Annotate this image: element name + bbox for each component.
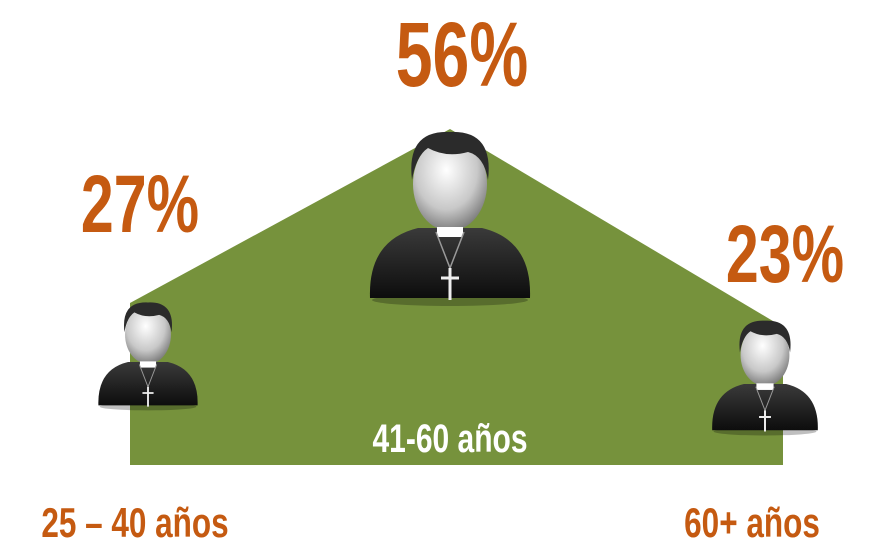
icon-cross bbox=[441, 268, 459, 300]
icon-robe bbox=[98, 362, 198, 406]
icon-layer bbox=[98, 131, 818, 436]
icon-robe bbox=[712, 384, 818, 431]
icon-chain bbox=[755, 386, 775, 412]
icon-robe bbox=[369, 228, 531, 298]
icon-hair bbox=[123, 302, 173, 333]
category-label: 25 – 40 años bbox=[41, 499, 228, 545]
icon-head bbox=[413, 137, 487, 231]
icon-hair bbox=[739, 320, 791, 353]
icon-collar bbox=[437, 227, 463, 237]
icon-head bbox=[740, 323, 790, 386]
priest-icon bbox=[712, 320, 818, 436]
icon-cross bbox=[759, 410, 771, 432]
icon-collar bbox=[139, 361, 157, 368]
priest-icon bbox=[98, 302, 198, 411]
category-label: 41-60 años bbox=[372, 417, 527, 461]
value-label: 23% bbox=[726, 209, 844, 301]
icon-chain bbox=[138, 364, 158, 389]
category-label: 60+ años bbox=[684, 499, 820, 545]
value-label: 56% bbox=[396, 2, 529, 105]
icon-head bbox=[125, 305, 171, 364]
text-layer: 27% 56% 23% 25 – 40 años 41-60 años 60+ años bbox=[41, 2, 844, 545]
priest-icon bbox=[369, 131, 531, 306]
icon-cross bbox=[142, 386, 154, 407]
icon-hair bbox=[411, 131, 489, 180]
value-label: 27% bbox=[81, 159, 199, 251]
icon-collar bbox=[756, 383, 774, 390]
